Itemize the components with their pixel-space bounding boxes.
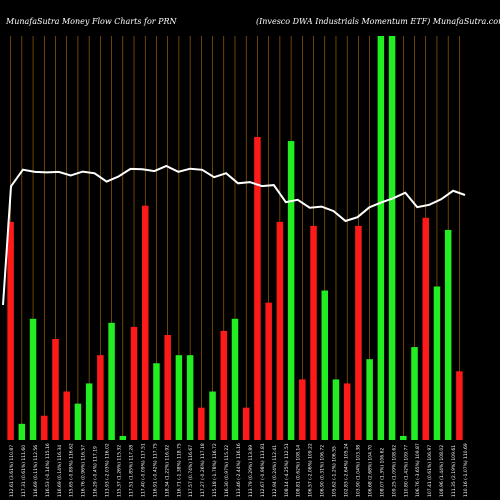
x-axis-label: 106.57 (-2.06%) 109.22	[308, 443, 314, 497]
money-flow-bar	[299, 379, 306, 440]
money-flow-bar	[186, 355, 194, 440]
money-flow-bar	[321, 290, 329, 440]
money-flow-bar	[310, 225, 317, 440]
x-axis-label: 115.37 (1.26%) 115.32	[117, 445, 123, 497]
money-flow-bar	[29, 318, 37, 440]
x-axis-label: 116.30 (0.97%) 115.22	[224, 445, 230, 497]
money-flow-bar	[198, 407, 205, 440]
money-flow-bar	[7, 221, 14, 440]
x-axis-label: 116.53 (-0.14%) 115.16	[45, 443, 51, 497]
money-flow-bar	[343, 383, 351, 440]
x-axis-label: 112.61 (3.61%) 110.87	[9, 445, 15, 497]
money-flow-bar	[85, 383, 93, 440]
x-axis-label: 113.93 (-2.03%) 116.02	[105, 443, 111, 497]
x-axis-label: 108.07 (1.3%) 106.62	[379, 448, 385, 497]
money-flow-bar	[276, 221, 284, 440]
x-axis-label: 105.62 (-1.2%) 106.55	[332, 446, 338, 497]
money-flow-bars	[7, 36, 463, 441]
x-axis-label: 116.69 (0.11%) 112.56	[33, 445, 39, 497]
x-axis-label: 111.35 (2.19%) 109.61	[451, 445, 457, 497]
money-flow-bar	[411, 347, 418, 440]
x-axis-label: 117.57 (0.74%) 116.67	[188, 445, 194, 497]
x-axis-label: 112.67 (-0.98%) 113.81	[260, 443, 266, 497]
money-flow-bar	[355, 225, 362, 440]
x-axis-label: 116.29 (-0.4%) 117.19	[93, 446, 99, 497]
money-flow-bar	[97, 355, 104, 440]
x-axis-label: 115.65 (-0.89%) 116.62	[69, 443, 75, 497]
x-axis-label: 108.81 (0.62%) 108.14	[296, 445, 302, 497]
money-flow-bar	[119, 435, 127, 440]
money-flow-bar	[175, 355, 183, 440]
x-axis-label: 112.94 (0.24%) 112.41	[272, 445, 278, 497]
x-axis-label: 110.80 (1.42%) 109.77	[403, 445, 409, 497]
x-axis-label: 117.51 (1.85%) 117.28	[129, 445, 135, 497]
chart-subtitle: (Invesco DWA Industrials Momentum ETF) M…	[256, 17, 500, 26]
x-axis-label: 110.16 (-1.07%) 110.69	[463, 443, 469, 497]
x-axis-label: 116.76 (0.96%) 116.57	[81, 445, 87, 497]
money-flow-bar	[444, 229, 452, 440]
x-axis-label: 117.27 (-0.26%) 117.18	[200, 443, 206, 497]
money-flow-bar	[388, 36, 396, 440]
money-flow-bar	[153, 363, 160, 440]
x-axis-label: 106.68 (2.68%) 104.70	[367, 445, 373, 497]
money-flow-bar	[366, 359, 373, 440]
money-flow-bar	[231, 318, 239, 440]
x-axis-label: 113.46 (-2.44%) 116.16	[236, 443, 242, 497]
x-axis-label: 109.25 (1.09%) 108.62	[391, 445, 397, 497]
x-axis-label: 116.71 (-1.38%) 118.75	[176, 443, 182, 497]
money-flow-bar	[254, 137, 261, 440]
money-flow-bar	[209, 391, 216, 440]
x-axis-label: 106.90 (0.31%) 106.72	[320, 445, 326, 497]
x-axis-label: 108.14 (-4.25%) 112.51	[284, 443, 290, 497]
money-flow-bar	[41, 415, 48, 440]
money-flow-bar	[456, 371, 463, 440]
money-flow-bar	[164, 334, 171, 440]
money-flow-bar	[220, 330, 228, 440]
x-axis-label: 102.83 (-2.64%) 105.24	[344, 443, 350, 497]
money-flow-bar	[63, 391, 70, 440]
money-flow-bar	[287, 141, 295, 441]
x-axis-label: 117.40 (-0.09%) 117.51	[140, 443, 146, 497]
x-axis-label: 106.76 (-3.65%) 109.87	[415, 443, 421, 497]
x-axis-labels: 112.61 (3.61%) 110.87 117.31 (0.61%) 111.…	[9, 443, 469, 497]
money-flow-bar	[332, 379, 340, 440]
money-flow-bar	[400, 435, 407, 440]
money-flow-bar	[422, 217, 429, 440]
x-axis-label: 116.91 (-0.42%) 117.75	[152, 443, 158, 497]
x-axis-label: 108.96 (1.44%) 108.02	[439, 445, 445, 497]
x-axis-label: 117.31 (0.61%) 111.60	[21, 445, 27, 497]
money-flow-bar	[108, 322, 115, 440]
x-axis-label: 107.41 (0.61%) 106.97	[427, 445, 433, 497]
chart-title: MunafaSutra Money Flow Charts for PRN	[6, 17, 177, 26]
money-flow-bar	[141, 205, 149, 440]
price-line	[2, 164, 466, 306]
money-flow-bar	[377, 36, 385, 440]
money-flow-bar	[18, 423, 26, 440]
money-flow-bar	[74, 403, 82, 440]
x-axis-label: 115.18 (-1.78%) 116.72	[212, 443, 218, 497]
x-axis-label: 116.69 (0.14%) 116.34	[57, 445, 63, 497]
money-flow-bar	[52, 339, 59, 440]
x-axis-label: 113.79 (0.29%) 113.89	[248, 445, 254, 497]
money-flow-bar	[130, 326, 138, 440]
x-axis-label: 118.34 (1.22%) 116.92	[164, 445, 170, 497]
money-flow-bar	[265, 302, 272, 440]
money-flow-bar	[433, 286, 441, 440]
money-flow-bar	[242, 407, 250, 440]
x-axis-label: 103.90 (1.04%) 103.38	[356, 445, 362, 497]
